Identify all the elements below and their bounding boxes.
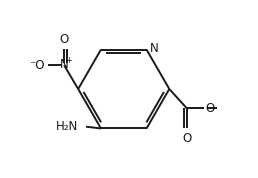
- Text: +: +: [65, 56, 72, 65]
- Text: O: O: [205, 102, 214, 115]
- Text: N: N: [60, 58, 69, 71]
- Text: O: O: [182, 132, 191, 145]
- Text: O: O: [60, 33, 69, 46]
- Text: ⁻O: ⁻O: [30, 59, 45, 72]
- Text: H₂N: H₂N: [56, 120, 78, 133]
- Text: N: N: [150, 42, 158, 55]
